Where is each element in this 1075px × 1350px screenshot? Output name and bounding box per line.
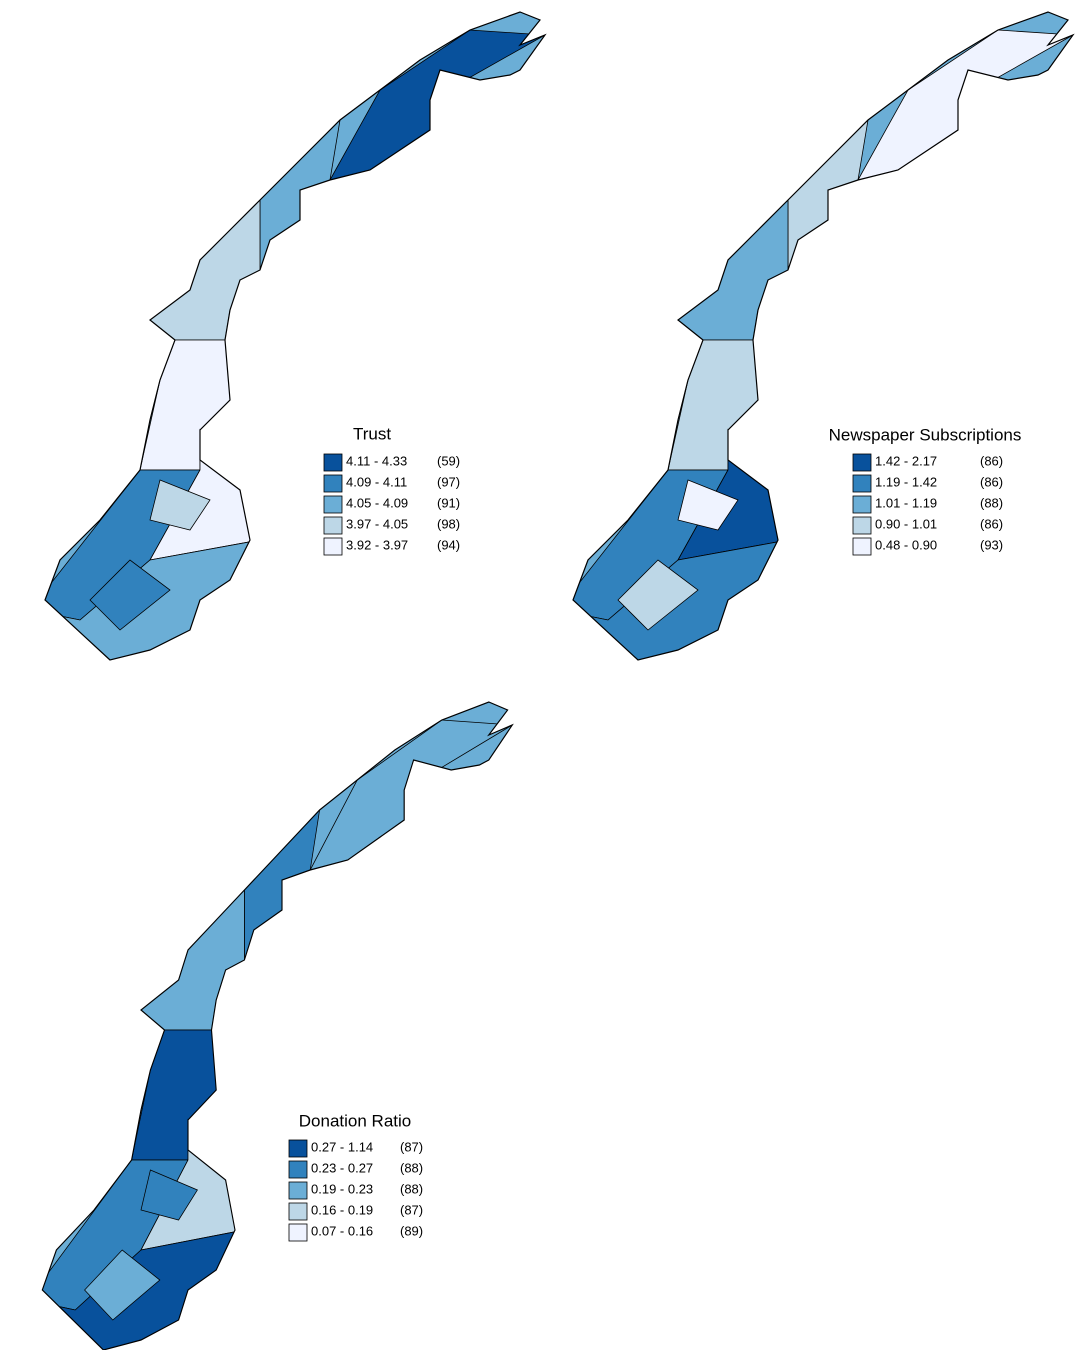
legend-range: 0.23 - 0.27	[311, 1160, 373, 1175]
municipality	[677, 199, 789, 341]
legend-count: (88)	[400, 1160, 423, 1175]
legend-count: (86)	[980, 516, 1003, 531]
legend-swatch	[288, 1202, 308, 1221]
legend-swatch	[323, 495, 343, 514]
legend-swatch	[288, 1223, 308, 1242]
legend-count: (98)	[437, 516, 460, 531]
legend-range: 3.97 - 4.05	[346, 516, 408, 531]
legend-swatch	[852, 453, 872, 472]
regions	[45, 29, 545, 660]
legend-range: 1.19 - 1.42	[875, 474, 937, 489]
legend-count: (89)	[400, 1223, 423, 1238]
legend-swatch	[288, 1181, 308, 1200]
municipality	[140, 889, 245, 1031]
legend-range: 3.92 - 3.97	[346, 537, 408, 552]
country-outline	[572, 11, 1075, 661]
legend-range: 0.90 - 1.01	[875, 516, 937, 531]
regions	[42, 719, 513, 1350]
norway-map	[44, 11, 547, 661]
legend-range: 0.48 - 0.90	[875, 537, 937, 552]
legend-range: 4.11 - 4.33	[346, 453, 407, 468]
legend-swatch	[323, 453, 343, 472]
legend-count: (88)	[400, 1181, 423, 1196]
legend-count: (91)	[437, 495, 460, 510]
legend-range: 0.16 - 0.19	[311, 1202, 373, 1217]
municipality	[149, 199, 261, 341]
legend-range: 4.09 - 4.11	[346, 474, 407, 489]
legend-range: 0.19 - 0.23	[311, 1181, 373, 1196]
legend-count: (86)	[980, 474, 1003, 489]
legend-title: Donation Ratio	[299, 1111, 411, 1130]
legend-range: 0.07 - 0.16	[311, 1223, 373, 1238]
regions	[573, 29, 1073, 660]
legend-swatch	[288, 1160, 308, 1179]
legend-count: (97)	[437, 474, 460, 489]
country-outline	[41, 701, 514, 1350]
country-outline	[44, 11, 547, 661]
legend-range: 1.42 - 2.17	[875, 453, 937, 468]
legend-swatch	[323, 537, 343, 556]
legend-swatch	[323, 474, 343, 493]
legend-swatch	[323, 516, 343, 535]
municipality	[149, 479, 211, 531]
norway-map	[572, 11, 1075, 661]
legend-count: (94)	[437, 537, 460, 552]
norway-map	[41, 701, 514, 1350]
legend-range: 4.05 - 4.09	[346, 495, 408, 510]
legend-count: (93)	[980, 537, 1003, 552]
municipality	[89, 559, 171, 631]
legend-swatch	[852, 474, 872, 493]
legend-range: 1.01 - 1.19	[875, 495, 937, 510]
legend-swatch	[288, 1139, 308, 1158]
municipality	[140, 1169, 198, 1221]
legend-count: (59)	[437, 453, 460, 468]
legend-count: (87)	[400, 1202, 423, 1217]
legend-title: Newspaper Subscriptions	[829, 425, 1022, 444]
legend-swatch	[852, 495, 872, 514]
municipality	[617, 559, 699, 631]
legend-count: (86)	[980, 453, 1003, 468]
municipality	[84, 1249, 161, 1321]
legend-count: (88)	[980, 495, 1003, 510]
legend-range: 0.27 - 1.14	[311, 1139, 373, 1154]
municipality	[677, 479, 739, 531]
legend-swatch	[852, 537, 872, 556]
legend-count: (87)	[400, 1139, 423, 1154]
legend-title: Trust	[353, 424, 391, 443]
legend-swatch	[852, 516, 872, 535]
